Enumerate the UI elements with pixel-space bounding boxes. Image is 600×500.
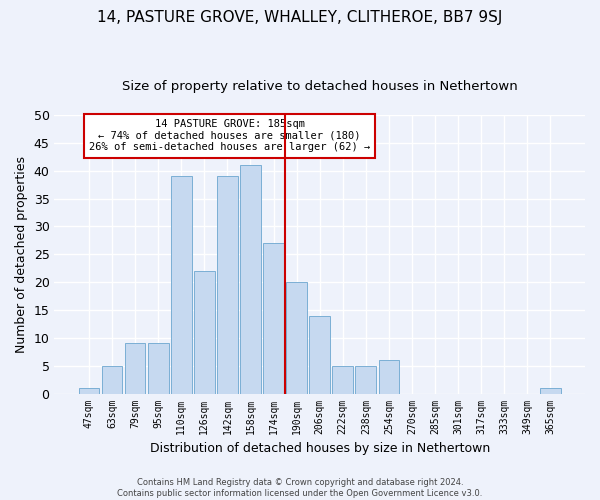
- Bar: [148, 344, 169, 394]
- Bar: [125, 344, 145, 394]
- Text: 14, PASTURE GROVE, WHALLEY, CLITHEROE, BB7 9SJ: 14, PASTURE GROVE, WHALLEY, CLITHEROE, B…: [97, 10, 503, 25]
- Text: 14 PASTURE GROVE: 185sqm
← 74% of detached houses are smaller (180)
26% of semi-: 14 PASTURE GROVE: 185sqm ← 74% of detach…: [89, 119, 370, 152]
- Bar: [310, 316, 330, 394]
- Bar: [171, 176, 191, 394]
- Bar: [240, 165, 261, 394]
- Text: Contains HM Land Registry data © Crown copyright and database right 2024.
Contai: Contains HM Land Registry data © Crown c…: [118, 478, 482, 498]
- Bar: [101, 366, 122, 394]
- Bar: [379, 360, 400, 394]
- Bar: [286, 282, 307, 394]
- Bar: [540, 388, 561, 394]
- Bar: [332, 366, 353, 394]
- Bar: [79, 388, 100, 394]
- Y-axis label: Number of detached properties: Number of detached properties: [15, 156, 28, 353]
- X-axis label: Distribution of detached houses by size in Nethertown: Distribution of detached houses by size …: [149, 442, 490, 455]
- Title: Size of property relative to detached houses in Nethertown: Size of property relative to detached ho…: [122, 80, 518, 93]
- Bar: [355, 366, 376, 394]
- Bar: [217, 176, 238, 394]
- Bar: [263, 243, 284, 394]
- Bar: [194, 271, 215, 394]
